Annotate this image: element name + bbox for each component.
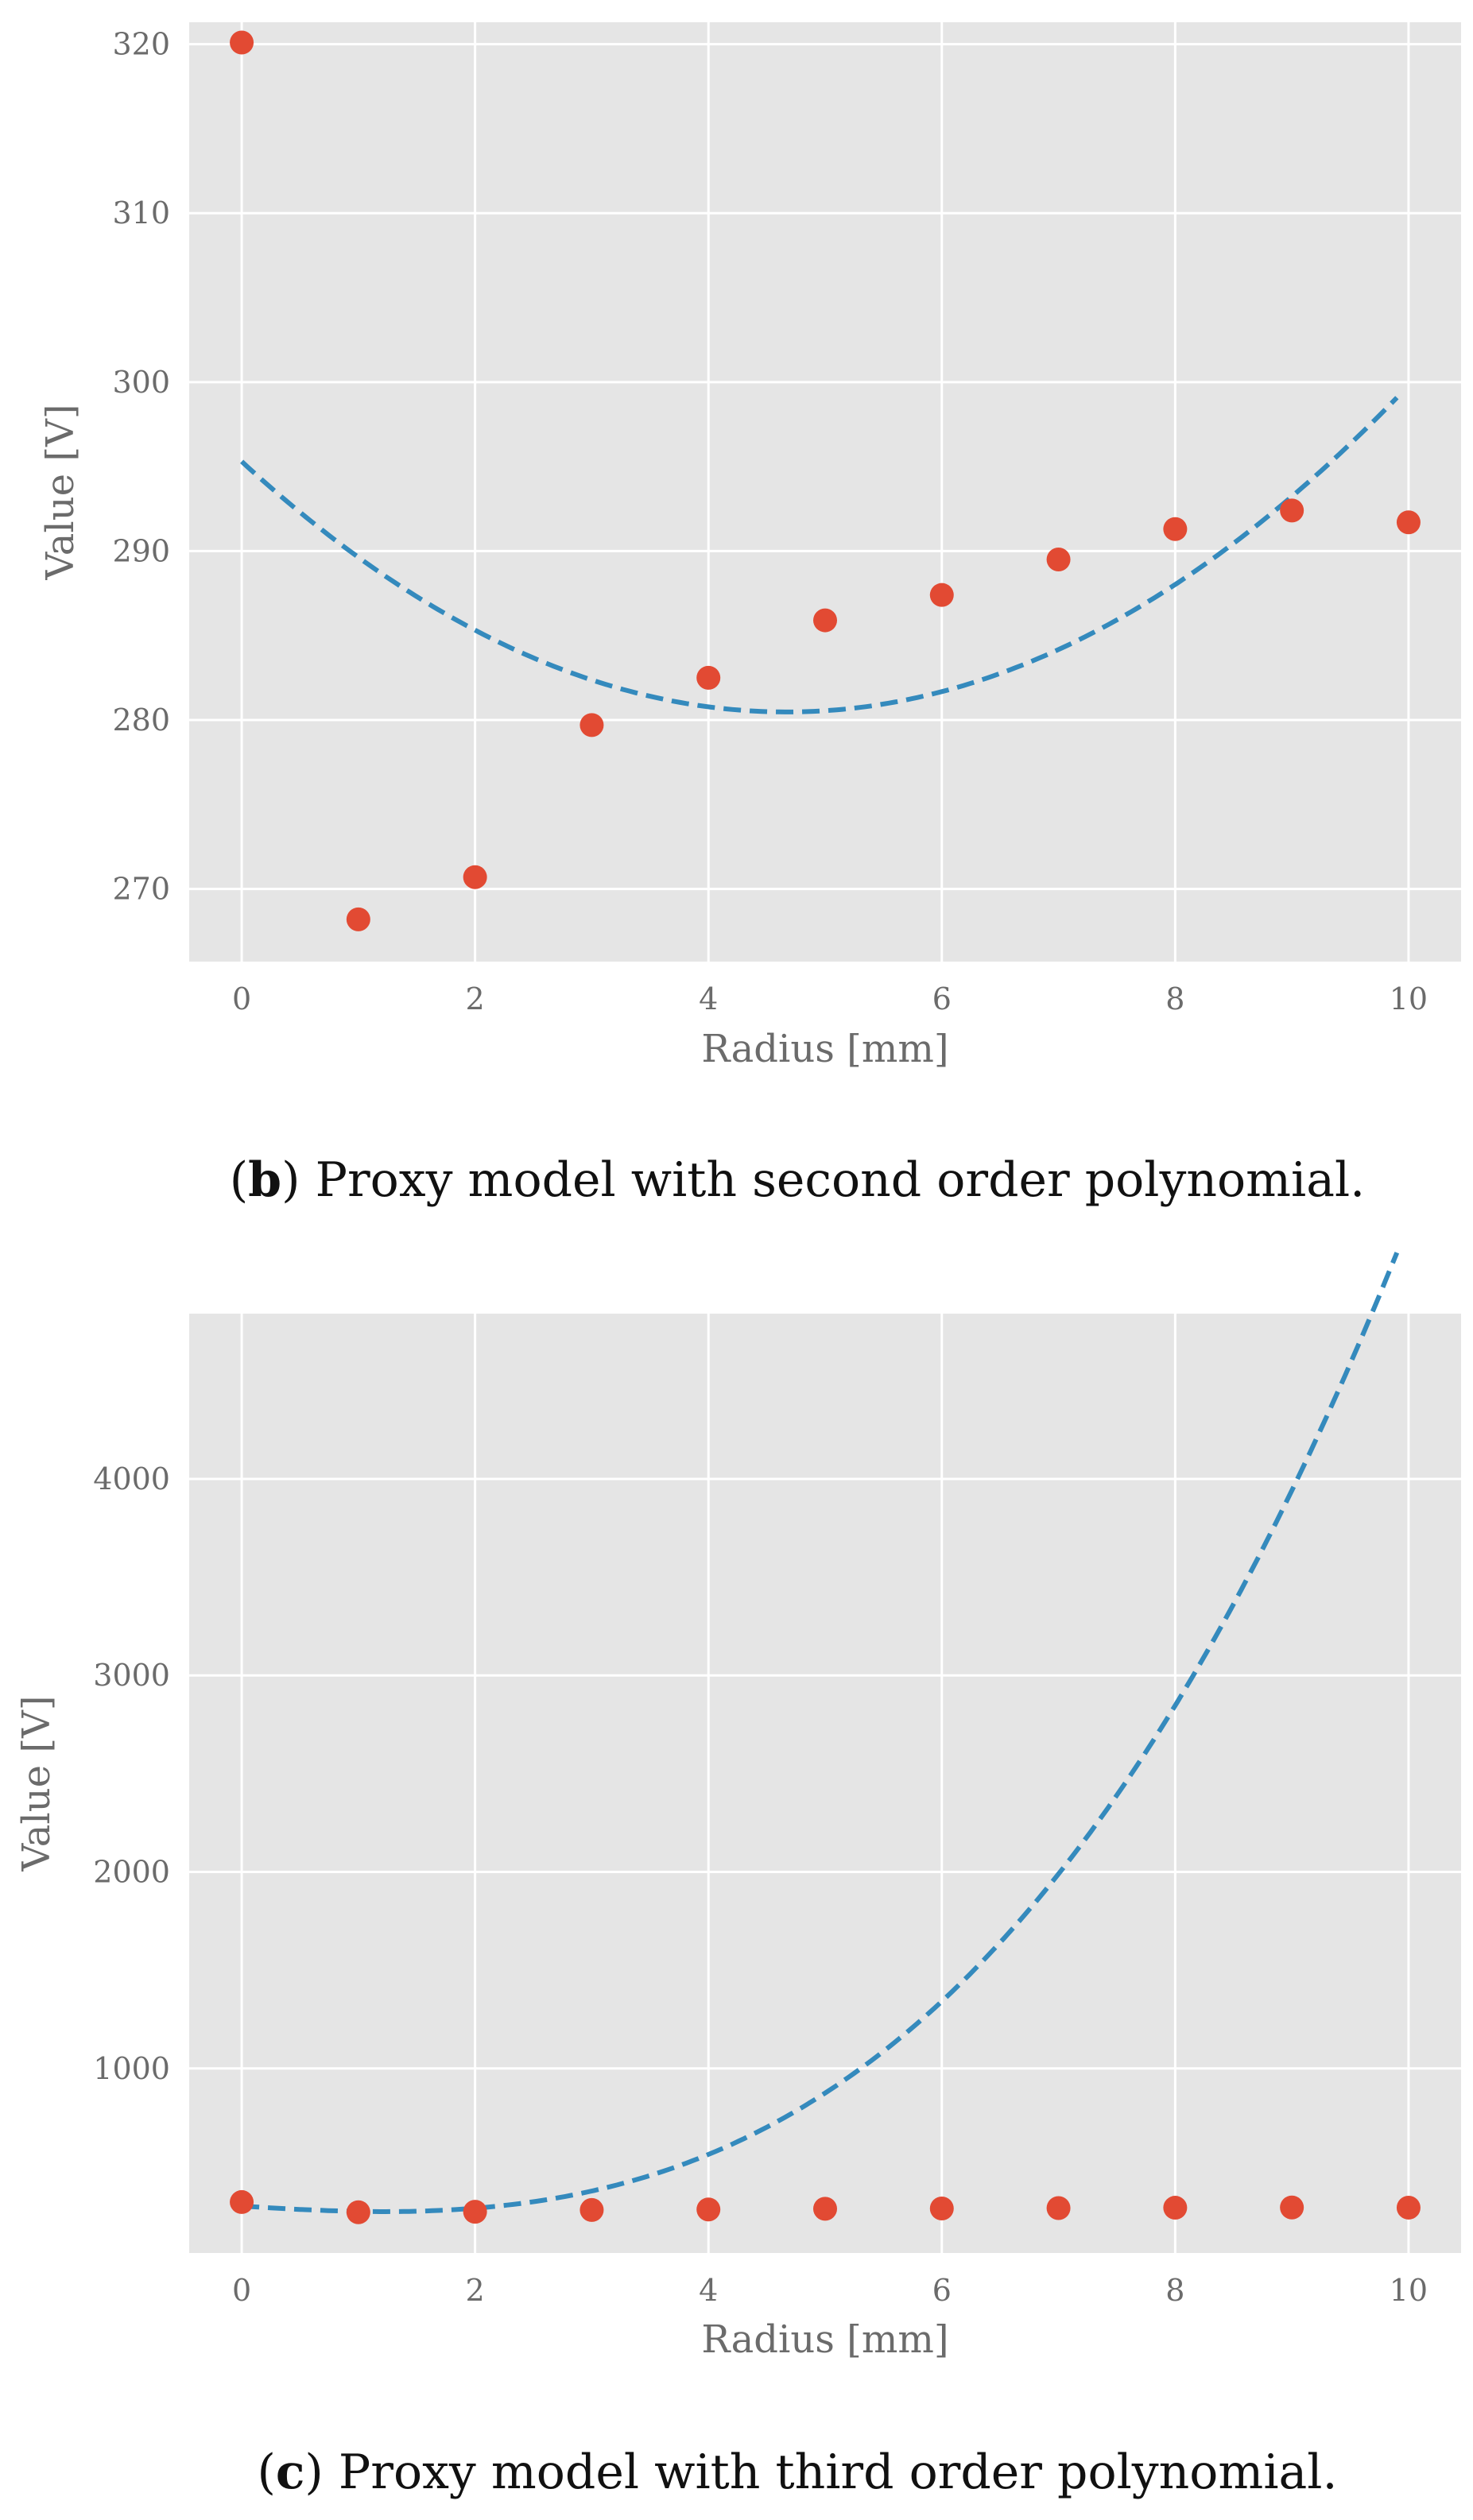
x-tick-label: 4 [699,2273,718,2308]
caption-c-close-paren: ) [304,2445,338,2500]
x-tick-label: 8 [1165,2273,1184,2308]
data-point [1396,510,1421,535]
data-point [346,907,370,931]
y-tick-labels-c: 1000 2000 3000 4000 [93,1461,170,2086]
chart-b: 0 2 4 6 8 10 270 280 290 300 310 320 Radius [mm] V… [38,22,1461,1208]
data-point [463,865,487,889]
y-tick-label: 320 [112,27,170,62]
y-tick-label: 290 [112,533,170,568]
caption-c-text: Proxy model with third order polynomial. [339,2445,1338,2500]
data-point [1280,2195,1304,2220]
y-tick-label: 270 [112,872,170,907]
data-point [1396,2195,1421,2220]
data-point [580,2197,604,2222]
x-axis-label-b: Radius [mm] [701,1027,948,1071]
y-tick-label: 310 [112,195,170,230]
data-point [463,2200,487,2224]
plot-panel-b [189,22,1461,962]
plot-panel-c [189,1314,1461,2253]
grid-c [189,1314,1461,2253]
y-tick-label: 300 [112,365,170,400]
y-tick-label: 2000 [93,1855,170,1890]
fit-line-b [240,396,1399,714]
data-point [1163,2196,1188,2220]
y-tick-label: 280 [112,703,170,737]
data-point [1046,2196,1071,2220]
y-axis-label-c: Value [V] [14,1696,59,1872]
data-point [813,2197,837,2221]
caption-c-letter: c [276,2445,305,2500]
x-tick-label: 6 [932,981,952,1016]
caption-c-open-paren: ( [257,2445,275,2500]
x-axis-label-c: Radius [mm] [701,2317,948,2362]
x-tick-label: 10 [1390,981,1428,1016]
fit-line-c [241,1252,1400,2214]
caption-b-close-paren: ) [281,1152,315,1208]
x-tick-labels-b: 0 2 4 6 8 10 [232,981,1428,1016]
data-point [929,583,954,607]
x-tick-label: 0 [232,2273,251,2308]
x-tick-labels-c: 0 2 4 6 8 10 [232,2273,1428,2308]
data-point [696,665,721,690]
data-point [346,2200,370,2224]
data-point [230,30,254,55]
data-points-b [230,30,1421,931]
y-tick-label: 1000 [93,2051,170,2086]
x-tick-label: 2 [466,2273,485,2308]
data-point [813,608,837,633]
x-tick-label: 6 [932,2273,952,2308]
x-tick-label: 8 [1165,981,1184,1016]
data-point [1046,548,1071,572]
data-points-c [230,2189,1421,2224]
caption-b: (b) Proxy model with second order polyno… [230,1152,1366,1208]
caption-c: (c) Proxy model with third order polynom… [257,2445,1337,2500]
data-point [230,2189,254,2214]
data-point [929,2197,954,2221]
caption-b-text: Proxy model with second order polynomial… [316,1152,1366,1208]
x-tick-label: 2 [466,981,485,1016]
y-tick-labels-b: 270 280 290 300 310 320 [112,27,170,907]
y-tick-label: 4000 [93,1461,170,1496]
x-tick-label: 10 [1390,2273,1428,2308]
caption-b-letter: b [248,1152,281,1208]
x-tick-label: 4 [699,981,718,1016]
data-point [696,2197,721,2222]
caption-b-open-paren: ( [230,1152,248,1208]
chart-c: 0 2 4 6 8 10 1000 2000 3000 4000 Radius [mm] Val… [14,1252,1461,2500]
data-point [580,713,604,737]
x-tick-label: 0 [232,981,251,1016]
data-point [1163,517,1188,541]
y-axis-label-b: Value [V] [38,405,83,581]
grid-b [189,22,1461,962]
y-tick-label: 3000 [93,1658,170,1693]
data-point [1280,498,1304,523]
